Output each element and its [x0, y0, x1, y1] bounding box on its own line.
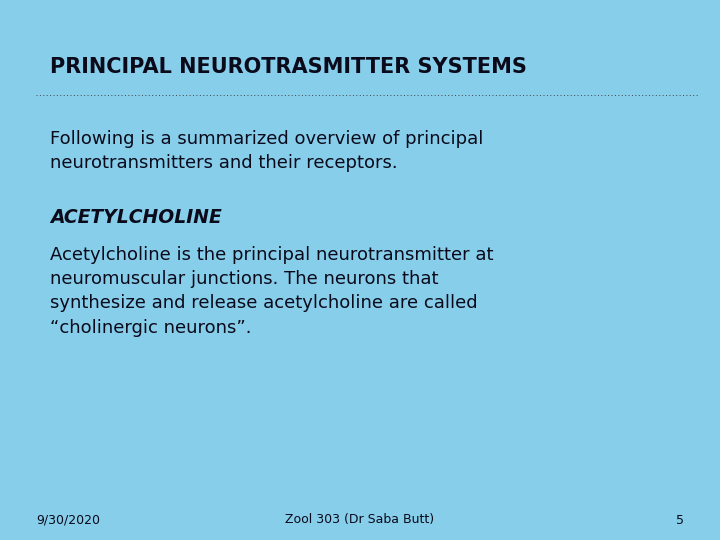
- Text: Acetylcholine is the principal neurotransmitter at
neuromuscular junctions. The : Acetylcholine is the principal neurotran…: [50, 246, 494, 336]
- Text: Zool 303 (Dr Saba Butt): Zool 303 (Dr Saba Butt): [285, 514, 435, 526]
- Text: 5: 5: [676, 514, 684, 526]
- Text: PRINCIPAL NEUROTRASMITTER SYSTEMS: PRINCIPAL NEUROTRASMITTER SYSTEMS: [50, 57, 527, 77]
- Text: 9/30/2020: 9/30/2020: [36, 514, 100, 526]
- Text: ACETYLCHOLINE: ACETYLCHOLINE: [50, 208, 222, 227]
- Text: Following is a summarized overview of principal
neurotransmitters and their rece: Following is a summarized overview of pr…: [50, 130, 484, 172]
